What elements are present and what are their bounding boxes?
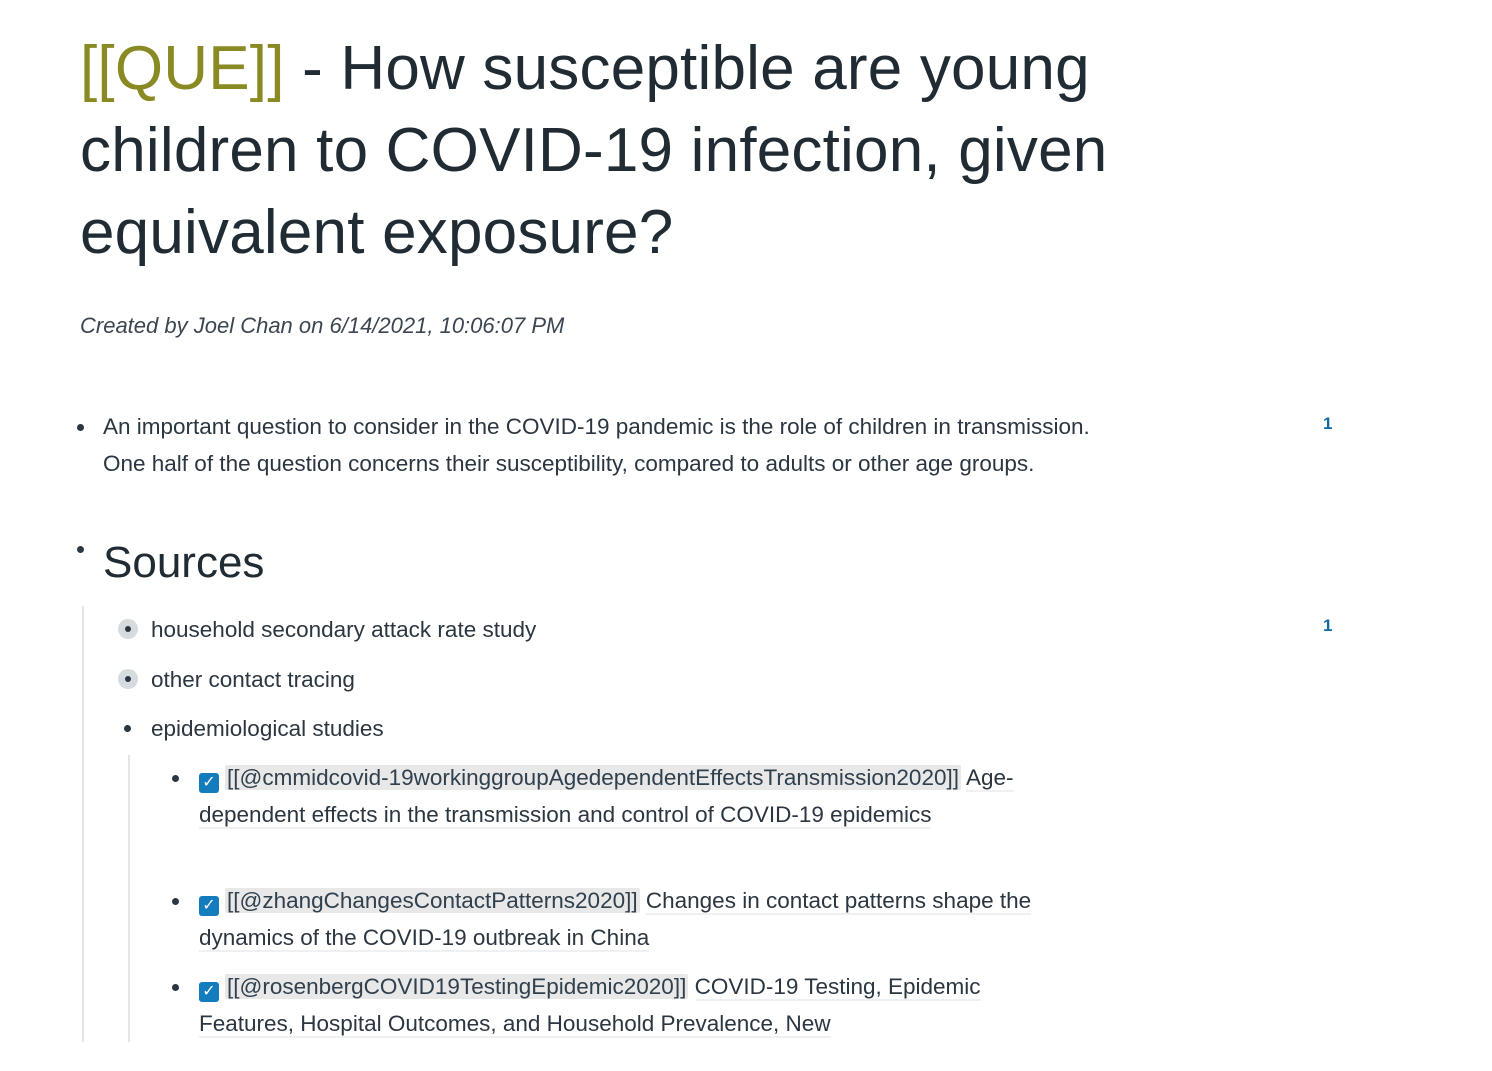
citation-block[interactable]: ✓ [[@rosenbergCOVID19TestingEpidemic2020]… xyxy=(199,968,1079,1042)
block-bullet[interactable] xyxy=(172,898,179,905)
page-created-meta: Created by Joel Chan on 6/14/2021, 10:06… xyxy=(80,313,565,338)
block-intro[interactable]: An important question to consider in the… xyxy=(103,414,1090,476)
block-contact-tracing[interactable]: other contact tracing xyxy=(151,667,355,692)
block-bullet[interactable] xyxy=(172,984,179,991)
children-guide-line xyxy=(82,606,84,1042)
citation-block[interactable]: ✓ [[@cmmidcovid-19workinggroupAgedependen… xyxy=(199,759,1119,833)
citation-title: COVID-19 Testing, Epidemic Features, Hos… xyxy=(199,974,981,1038)
sources-heading[interactable]: Sources xyxy=(103,538,265,587)
citation-page-ref[interactable]: [[@rosenbergCOVID19TestingEpidemic2020]] xyxy=(225,974,689,999)
block-bullet[interactable] xyxy=(77,546,84,553)
collapsed-block-bullet[interactable] xyxy=(118,669,138,689)
block-ref-count[interactable]: 1 xyxy=(1323,414,1333,433)
citation-block[interactable]: ✓ [[@zhangChangesContactPatterns2020]] Ch… xyxy=(199,882,1079,956)
block-bullet[interactable] xyxy=(124,725,131,732)
citation-page-ref[interactable]: [[@zhangChangesContactPatterns2020]] xyxy=(225,888,640,913)
citation-page-ref[interactable]: [[@cmmidcovid-19workinggroupAgedependent… xyxy=(225,765,961,790)
todo-checkbox[interactable]: ✓ xyxy=(199,773,219,793)
children-guide-line xyxy=(128,755,130,1042)
page-title-tag[interactable]: [[QUE]] xyxy=(80,34,285,103)
citation-title: Age-dependent effects in the transmissio… xyxy=(199,765,1014,829)
collapsed-block-bullet[interactable] xyxy=(118,619,138,639)
block-bullet[interactable] xyxy=(77,424,84,431)
citation-title: Changes in contact patterns shape the dy… xyxy=(199,888,1032,952)
page-title-text: - How susceptible are young children to … xyxy=(80,34,1108,267)
block-epidemiological[interactable]: epidemiological studies xyxy=(151,716,384,741)
block-ref-count[interactable]: 1 xyxy=(1323,616,1333,635)
todo-checkbox[interactable]: ✓ xyxy=(199,896,219,916)
todo-checkbox[interactable]: ✓ xyxy=(199,982,219,1002)
page-title: [[QUE]] - How susceptible are young chil… xyxy=(80,28,1280,274)
block-bullet[interactable] xyxy=(172,775,179,782)
block-household[interactable]: household secondary attack rate study xyxy=(151,617,537,642)
